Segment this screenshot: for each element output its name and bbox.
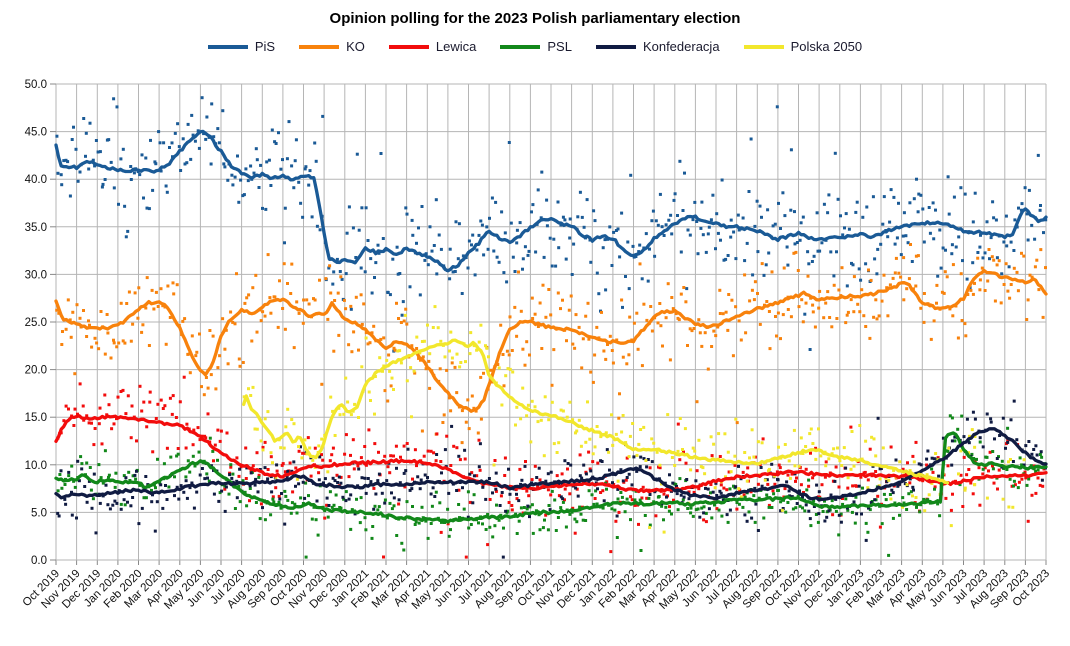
trend-line-konfederacja [54, 427, 1048, 502]
legend-label-pis: PiS [254, 39, 276, 54]
legend-item-ko: KO [299, 39, 365, 54]
trend-line-psl [54, 431, 1048, 524]
legend-label-polska-2050: Polska 2050 [790, 39, 863, 54]
trend-line-lewica [54, 414, 1048, 494]
trend-line-polska-2050 [242, 338, 950, 485]
legend-swatch-lewica [388, 44, 429, 49]
y-tick-label: 50.0 [25, 79, 47, 91]
y-tick-label: 20.0 [25, 365, 47, 377]
y-tick-label: 5.0 [31, 507, 47, 519]
legend-label-lewica: Lewica [435, 39, 477, 54]
trend-line-pis [54, 129, 1048, 273]
y-tick-label: 40.0 [25, 174, 47, 186]
legend-swatch-psl [500, 44, 541, 49]
legend-item-psl: PSL [500, 39, 572, 54]
scatter-points [55, 96, 1048, 559]
chart-title: Opinion polling for the 2023 Polish parl… [329, 10, 741, 27]
legend-swatch-pis [207, 44, 248, 49]
legend-swatch-konfederacja [595, 44, 636, 49]
legend-item-polska-2050: Polska 2050 [743, 39, 863, 54]
legend-swatch-polska-2050 [743, 44, 784, 49]
legend-label-ko: KO [346, 39, 365, 54]
legend-item-konfederacja: Konfederacja [595, 39, 720, 54]
y-tick-label: 25.0 [25, 317, 47, 329]
y-tick-label: 10.0 [25, 460, 47, 472]
y-tick-label: 30.0 [25, 269, 47, 281]
legend-item-lewica: Lewica [388, 39, 477, 54]
legend-label-konfederacja: Konfederacja [642, 39, 720, 54]
legend-label-psl: PSL [547, 39, 572, 54]
y-tick-label: 0.0 [31, 555, 47, 567]
y-tick-label: 15.0 [25, 412, 47, 424]
y-tick-label: 35.0 [25, 222, 47, 234]
y-tick-label: 45.0 [25, 127, 47, 139]
legend-item-pis: PiS [207, 39, 276, 54]
legend-swatch-ko [299, 44, 340, 49]
legend: PiS KO Lewica PSL Konfederacja Polska 2050 [0, 39, 1070, 54]
trend-line-ko [54, 268, 1048, 413]
